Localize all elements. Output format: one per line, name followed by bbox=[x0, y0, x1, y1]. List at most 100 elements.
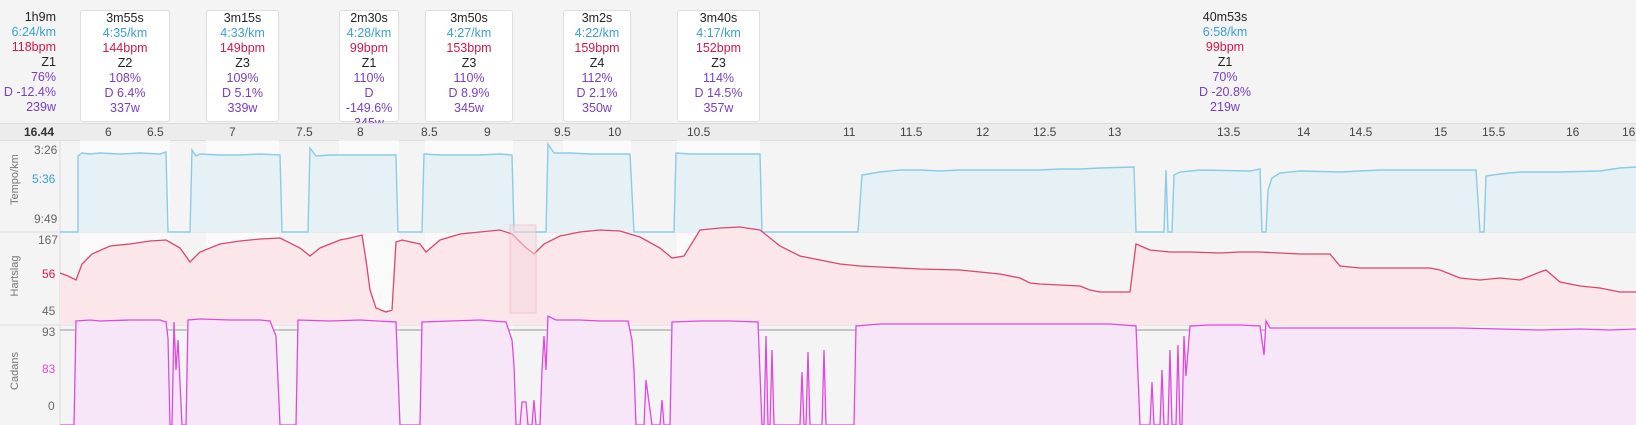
segment-pct: 114% bbox=[702, 71, 735, 85]
distance-tick: 12 bbox=[976, 125, 990, 139]
segment-pace: 4:22/km bbox=[574, 26, 620, 40]
distance-tick: 16 bbox=[1622, 125, 1636, 139]
segment-watts: 337w bbox=[110, 101, 140, 115]
segment-time: 2m30s bbox=[350, 11, 388, 25]
segment-time: 3m40s bbox=[699, 11, 738, 25]
cadence-line bbox=[60, 314, 1636, 425]
segment-zone: Z1 bbox=[1217, 55, 1233, 69]
hr-tick-top: 167 bbox=[38, 233, 59, 247]
segment-7[interactable]: 40m53s 6:58/km 99bpm Z1 70% D -20.8% 219… bbox=[1180, 10, 1270, 115]
total-hr: 118bpm bbox=[11, 40, 56, 54]
distance-tick: 15 bbox=[1434, 125, 1448, 139]
segment-watts: 350w bbox=[582, 101, 612, 115]
segment-watts: 357w bbox=[703, 101, 734, 115]
total-zone: Z1 bbox=[41, 55, 56, 69]
segment-zone: Z1 bbox=[361, 56, 377, 70]
distance-tick: 10 bbox=[608, 125, 622, 139]
segment-time: 3m15s bbox=[223, 11, 262, 25]
segment-hr: 99bpm bbox=[349, 41, 389, 55]
distance-tick: 12.5 bbox=[1033, 125, 1057, 139]
distance-tick: 15.5 bbox=[1482, 125, 1506, 139]
segment-pct: 112% bbox=[581, 71, 613, 85]
distance-tick: 10.5 bbox=[687, 125, 711, 139]
segment-drift: D 8.9% bbox=[448, 86, 490, 100]
segment-drift: D 2.1% bbox=[576, 86, 618, 100]
segment-hr: 152bpm bbox=[695, 41, 742, 55]
total-time: 1h9m bbox=[24, 10, 56, 24]
segment-hr: 144bpm bbox=[102, 41, 148, 55]
segment-time: 3m2s bbox=[581, 11, 613, 25]
distance-axis: 16.44 6 6.5 7 7.5 8 8.5 9 9.5 10 10.5 11… bbox=[0, 123, 1636, 141]
segment-drift: D 5.1% bbox=[222, 86, 263, 100]
segment-6[interactable]: 3m40s 4:17/km 152bpm Z3 114% D 14.5% 357… bbox=[677, 10, 760, 122]
pace-area bbox=[60, 144, 1636, 232]
total-watts: 239w bbox=[26, 100, 56, 114]
segment-drift: D 6.4% bbox=[104, 86, 146, 100]
distance-tick: 11.5 bbox=[900, 125, 923, 139]
segment-zone: Z3 bbox=[711, 56, 726, 70]
hr-area bbox=[60, 227, 1636, 325]
segment-pct: 110% bbox=[453, 71, 485, 85]
segment-pct: 109% bbox=[226, 71, 259, 85]
segment-1[interactable]: 3m55s 4:35/km 144bpm Z2 108% D 6.4% 337w bbox=[80, 10, 170, 122]
hr-selection-box bbox=[509, 224, 537, 314]
distance-tick: 9.5 bbox=[554, 125, 571, 139]
hr-tick-bottom: 45 bbox=[42, 304, 56, 318]
cadence-tick-mid: 83 bbox=[42, 362, 56, 376]
cadence-lane-title: Cadans bbox=[9, 352, 21, 390]
segment-hr: 159bpm bbox=[574, 41, 620, 55]
cadence-tick-top: 93 bbox=[42, 325, 56, 339]
segment-4[interactable]: 3m50s 4:27/km 153bpm Z3 110% D 8.9% 345w bbox=[425, 10, 513, 122]
distance-start-label: 16.44 bbox=[24, 125, 55, 139]
segment-pace: 4:27/km bbox=[446, 26, 492, 40]
segment-pace: 4:35/km bbox=[102, 26, 148, 40]
pace-tick-mid: 5:36 bbox=[32, 172, 56, 186]
distance-tick: 7 bbox=[229, 125, 236, 139]
segment-pace: 6:58/km bbox=[1202, 25, 1248, 39]
segment-drift: D -20.8% bbox=[1198, 85, 1252, 99]
segment-pace: 4:33/km bbox=[220, 26, 265, 40]
segment-3[interactable]: 2m30s 4:28/km 99bpm Z1 110% D -149.6% 34… bbox=[339, 10, 399, 130]
distance-tick: 8.5 bbox=[421, 125, 438, 139]
distance-tick: 13.5 bbox=[1217, 125, 1241, 139]
pace-tick-top: 3:26 bbox=[34, 143, 58, 157]
hr-line bbox=[59, 226, 1636, 313]
segment-zone: Z3 bbox=[235, 56, 250, 70]
segment-watts: 339w bbox=[227, 101, 258, 115]
segment-zone: Z3 bbox=[461, 56, 477, 70]
distance-tick: 6 bbox=[105, 125, 112, 139]
total-pct: 76% bbox=[30, 70, 56, 84]
distance-tick: 6.5 bbox=[147, 125, 164, 139]
total-pace: 6:24/km bbox=[11, 25, 56, 39]
segment-time: 40m53s bbox=[1202, 10, 1248, 24]
segment-drift: D -149.6% bbox=[345, 86, 393, 115]
segment-time: 3m50s bbox=[450, 11, 488, 25]
segment-watts: 219w bbox=[1210, 100, 1240, 114]
total-drift: D -12.4% bbox=[3, 85, 56, 99]
distance-tick: 16 bbox=[1566, 125, 1580, 139]
segment-hr: 99bpm bbox=[1205, 40, 1245, 54]
distance-tick: 8 bbox=[357, 125, 364, 139]
distance-tick: 11 bbox=[843, 125, 856, 139]
hr-lane-title: Hartslag bbox=[9, 255, 21, 297]
cadence-tick-bottom: 0 bbox=[48, 399, 55, 413]
segment-time: 3m55s bbox=[106, 11, 144, 25]
distance-tick: 14 bbox=[1297, 125, 1311, 139]
summary-total: 1h9m 6:24/km 118bpm Z1 76% D -12.4% 239w bbox=[0, 10, 56, 115]
segment-zone: Z2 bbox=[117, 56, 133, 70]
segment-5[interactable]: 3m2s 4:22/km 159bpm Z4 112% D 2.1% 350w bbox=[563, 10, 631, 122]
segment-pct: 70% bbox=[1212, 70, 1238, 84]
segment-pace: 4:28/km bbox=[346, 26, 392, 40]
segment-hr: 153bpm bbox=[446, 41, 492, 55]
segment-2[interactable]: 3m15s 4:33/km 149bpm Z3 109% D 5.1% 339w bbox=[206, 10, 279, 122]
distance-tick: 7.5 bbox=[296, 125, 313, 139]
cadence-area bbox=[60, 316, 1636, 425]
segment-drift: D 14.5% bbox=[694, 86, 743, 100]
distance-tick: 13 bbox=[1108, 125, 1122, 139]
pace-line bbox=[60, 141, 1636, 233]
hr-tick-mid: 56 bbox=[42, 267, 56, 281]
segment-zone: Z4 bbox=[589, 56, 605, 70]
segment-pct: 110% bbox=[353, 71, 385, 85]
activity-plot[interactable] bbox=[0, 140, 1636, 425]
